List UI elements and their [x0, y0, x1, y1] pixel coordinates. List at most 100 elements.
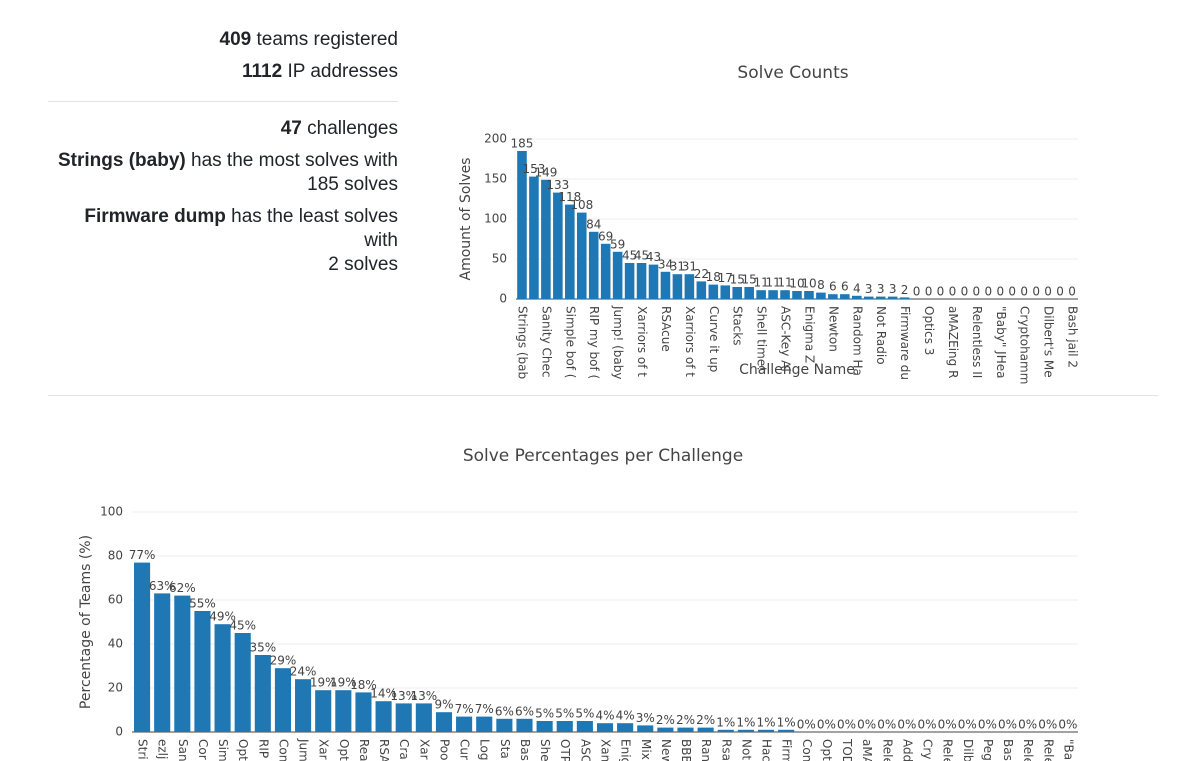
bar: [536, 721, 553, 732]
x-tick-label: San: [176, 739, 190, 761]
y-tick-label: 80: [108, 549, 123, 563]
x-tick-label: Peg: [981, 739, 995, 761]
data-label: 153: [522, 162, 545, 176]
bar: [214, 624, 231, 732]
data-label: 0%: [978, 718, 997, 732]
bar: [717, 729, 734, 732]
x-tick-label: Sanity Chec: [539, 306, 553, 378]
x-tick-label: RIP my bof (: [587, 306, 601, 379]
stat-text: challenges: [307, 118, 398, 139]
bar: [335, 690, 352, 732]
x-tick-label: Sta: [498, 739, 512, 759]
data-label: 0%: [918, 718, 937, 732]
data-label: 133: [546, 178, 569, 192]
stat-ips: 1112 IP addresses: [48, 60, 398, 84]
data-label: 77%: [129, 548, 156, 562]
x-tick-label: Cor: [196, 739, 210, 760]
data-label: 0: [925, 285, 933, 299]
x-tick-label: Rele: [941, 739, 955, 761]
data-label: 1%: [756, 715, 775, 729]
data-label: 4%: [595, 709, 614, 723]
x-tick-label: Stri: [136, 739, 150, 760]
data-label: 18: [706, 270, 721, 284]
bar: [778, 729, 795, 732]
data-label: 11: [765, 276, 780, 290]
bar: [852, 295, 862, 299]
x-tick-label: Cryptohamm: [1018, 306, 1032, 384]
data-label: 22: [694, 267, 709, 281]
data-label: 0%: [837, 718, 856, 732]
data-label: 11: [777, 276, 792, 290]
data-label: 7%: [475, 702, 494, 716]
x-tick-label: Log: [478, 739, 492, 760]
data-label: 31: [670, 260, 685, 274]
data-label: 7%: [455, 702, 474, 716]
bar: [612, 251, 623, 299]
bar: [355, 692, 372, 732]
bar: [720, 285, 731, 299]
data-label: 185: [511, 137, 534, 151]
bar: [395, 703, 412, 732]
bar: [516, 718, 533, 732]
data-label: 3: [865, 282, 873, 296]
x-tick-label: Cra: [397, 739, 411, 760]
x-tick-label: Rele: [880, 739, 894, 761]
x-tick-label: aMA: [860, 739, 874, 761]
bar: [134, 562, 151, 732]
bar: [636, 263, 647, 299]
stat-challenges: 47 challenges: [48, 117, 398, 141]
bar: [756, 290, 766, 299]
bar: [576, 212, 587, 299]
x-tick-label: Simple bof (: [563, 306, 577, 378]
x-tick-label: Opt: [236, 739, 250, 761]
bar: [744, 287, 754, 299]
x-tick-label: OTP: [558, 739, 572, 761]
data-label: 0: [1068, 285, 1076, 299]
bar: [697, 727, 714, 732]
data-label: 0%: [1018, 718, 1037, 732]
bar: [696, 281, 707, 299]
y-axis-title: Amount of Solves: [458, 158, 474, 281]
bar: [684, 274, 695, 299]
x-tick-label: Mix: [639, 739, 653, 760]
data-label: 55%: [189, 597, 216, 611]
y-tick-label: 40: [108, 637, 123, 651]
stat-least: Firmware dump has the least solves with 2…: [48, 205, 398, 277]
data-label: 34: [658, 257, 673, 271]
data-label: 1%: [777, 715, 796, 729]
bar: [792, 291, 802, 299]
data-label: 9%: [434, 698, 453, 712]
bar: [737, 729, 754, 732]
x-tick-label: Curve it up: [707, 306, 721, 372]
stat-name: Firmware dump: [84, 206, 226, 227]
x-tick-label: Poo: [437, 739, 451, 761]
data-label: 4%: [616, 709, 635, 723]
data-label: 0%: [938, 718, 957, 732]
data-label: 6: [829, 280, 837, 294]
y-tick-label: 100: [100, 505, 123, 519]
stat-number: 409: [219, 29, 252, 50]
bar: [553, 192, 563, 299]
bar: [708, 284, 719, 299]
chart-title: Solve Counts: [737, 63, 848, 83]
bar: [660, 271, 671, 299]
data-label: 59: [610, 237, 625, 251]
data-label: 0: [1032, 285, 1040, 299]
data-label: 0: [937, 285, 945, 299]
bar: [541, 179, 551, 299]
bar: [154, 593, 171, 732]
bar: [194, 611, 211, 732]
bar: [496, 718, 513, 732]
data-label: 10: [801, 277, 816, 291]
x-tick-label: "Baby" JHea: [994, 306, 1008, 378]
x-tick-label: ASC: [578, 739, 592, 761]
data-label: 84: [586, 217, 601, 231]
x-tick-label: Opt: [820, 739, 834, 761]
bar: [254, 655, 271, 732]
data-label: 0%: [897, 718, 916, 732]
bar: [600, 243, 611, 299]
bar: [576, 721, 593, 732]
x-axis-title: Challenge Name: [739, 362, 855, 378]
stat-text: IP addresses: [287, 61, 398, 82]
